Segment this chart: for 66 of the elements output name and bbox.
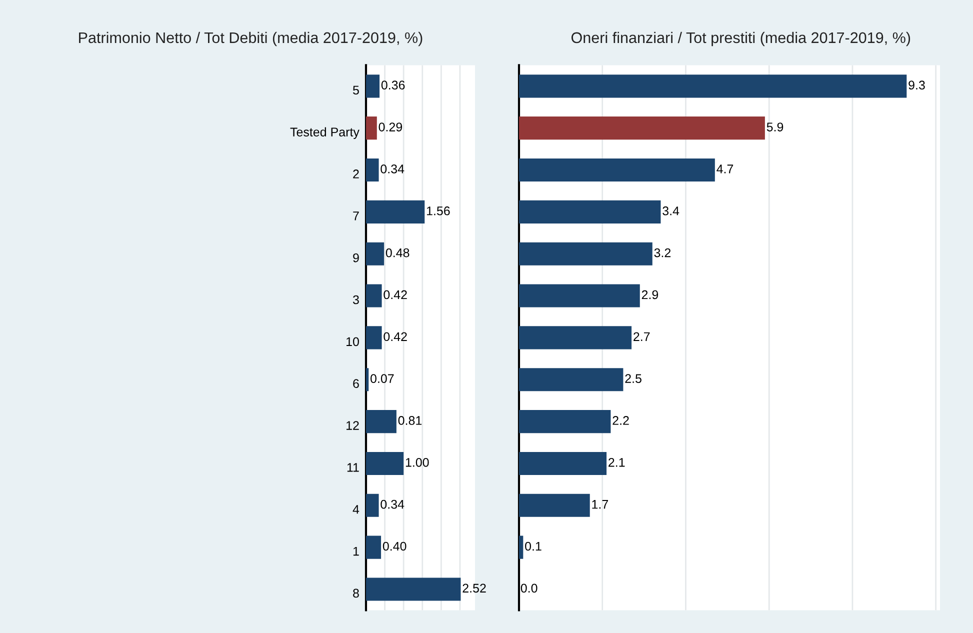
chart-title: Patrimonio Netto / Tot Debiti (media 2017-2019, %) xyxy=(79,32,422,46)
bar xyxy=(366,536,382,559)
bar xyxy=(519,284,640,308)
bar xyxy=(519,326,632,350)
y-tick-label: 8 xyxy=(353,588,359,598)
data-label: 1.56 xyxy=(426,206,450,216)
data-label: 2.1 xyxy=(608,458,625,467)
data-label: 3.2 xyxy=(654,248,671,258)
data-label: 3.4 xyxy=(662,206,680,216)
data-label: 0.40 xyxy=(382,542,406,551)
bar xyxy=(366,242,384,266)
y-tick-label: 10 xyxy=(346,337,359,346)
y-tick-label: 4 xyxy=(352,505,360,514)
data-label: 2.2 xyxy=(612,416,629,425)
data-label: 2.7 xyxy=(634,332,650,341)
bar xyxy=(366,116,377,140)
y-tick-label: Tested Party xyxy=(290,127,360,139)
bar xyxy=(519,242,652,266)
data-label: 0.36 xyxy=(381,80,405,90)
data-label: 0.48 xyxy=(386,248,410,258)
data-label: 9.3 xyxy=(908,80,925,90)
bar xyxy=(519,536,524,559)
y-tick-label: 6 xyxy=(353,379,359,388)
y-tick-label: 12 xyxy=(346,421,359,430)
data-label: 0.0 xyxy=(520,584,538,593)
bar xyxy=(366,410,396,434)
y-tick-label: 1 xyxy=(353,546,359,556)
y-tick-label: 11 xyxy=(347,463,359,472)
data-label: 0.42 xyxy=(384,332,407,342)
data-label: 2.9 xyxy=(642,290,658,300)
bar xyxy=(519,116,765,140)
bar xyxy=(366,578,461,601)
data-label: 2.52 xyxy=(462,584,486,593)
data-label: 0.42 xyxy=(384,290,407,300)
data-label: 1.7 xyxy=(592,500,608,509)
chart-title: Oneri finanziari / Tot prestiti (media 2017-2019, %) xyxy=(571,32,910,46)
data-label: 1.00 xyxy=(406,458,429,467)
bar xyxy=(366,368,369,392)
bar xyxy=(366,452,404,476)
bar xyxy=(366,74,380,98)
bar xyxy=(519,368,624,392)
bar xyxy=(366,284,382,308)
bar xyxy=(519,452,607,476)
data-label: 0.81 xyxy=(398,416,422,425)
data-label: 0.1 xyxy=(525,542,542,551)
bar xyxy=(519,158,715,182)
bar xyxy=(519,74,907,98)
bar xyxy=(519,410,611,434)
bar xyxy=(519,494,590,517)
y-tick-label: 9 xyxy=(353,253,359,262)
bar xyxy=(366,326,382,350)
y-tick-label: 5 xyxy=(353,86,359,95)
bar xyxy=(366,158,379,182)
y-tick-label: 2 xyxy=(353,170,359,178)
data-label: 0.29 xyxy=(378,122,402,132)
bar xyxy=(519,200,661,224)
bar xyxy=(366,200,425,224)
data-label: 0.07 xyxy=(370,374,394,383)
data-label: 2.5 xyxy=(625,374,642,383)
y-tick-label: 3 xyxy=(352,295,359,304)
bar xyxy=(366,494,379,517)
y-tick-label: 7 xyxy=(353,212,359,220)
data-label: 4.7 xyxy=(716,164,734,174)
data-label: 0.34 xyxy=(380,164,404,174)
data-label: 0.34 xyxy=(380,500,404,509)
data-label: 5.9 xyxy=(766,122,784,132)
